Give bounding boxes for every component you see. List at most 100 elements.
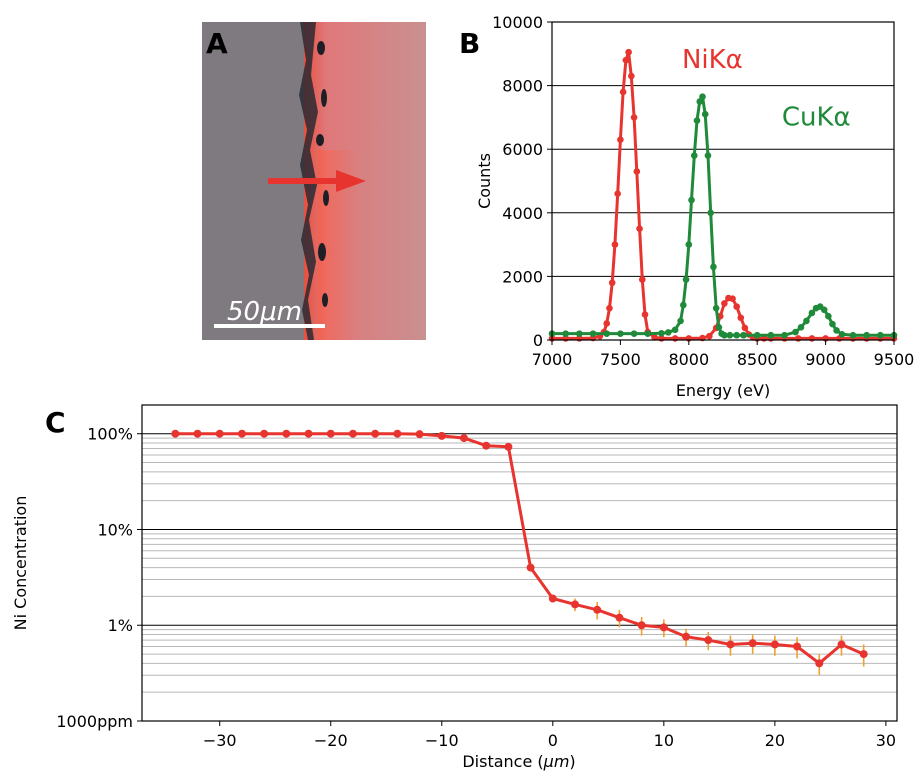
panel-c-x-tick-label: −10 bbox=[425, 731, 459, 750]
panel-c-point bbox=[770, 640, 779, 649]
panel-b-point-ni bbox=[603, 320, 611, 327]
panel-b-point-ni bbox=[641, 311, 649, 318]
panel-b-series-line-ni bbox=[552, 50, 894, 340]
panel-c-x-tick-label: 20 bbox=[765, 731, 785, 750]
panel-b-point-cu bbox=[726, 331, 734, 339]
panel-c-y-tick-label: 100% bbox=[87, 425, 133, 444]
panel-c-point bbox=[415, 430, 424, 439]
panel-b-y-tick-label: 4000 bbox=[502, 204, 543, 223]
panel-b-point-cu bbox=[808, 309, 816, 317]
panel-b-point-ni bbox=[636, 225, 643, 232]
panel-c-x-tick-label: 10 bbox=[654, 731, 674, 750]
panel-c-point bbox=[682, 632, 691, 641]
panel-b-point-cu bbox=[693, 117, 701, 124]
panel-c-point bbox=[726, 640, 735, 649]
panel-b-point-ni bbox=[625, 48, 632, 56]
panel-b-point-ni bbox=[741, 324, 749, 332]
panel-b-point-cu bbox=[696, 98, 704, 105]
panel-b-point-cu bbox=[685, 241, 693, 248]
panel-b-point-cu bbox=[803, 317, 810, 325]
panel-b-point-cu bbox=[740, 331, 747, 339]
panel-a: A 50μm bbox=[202, 22, 426, 340]
panel-b-letter: B bbox=[459, 27, 480, 60]
panel-b-plot-frame bbox=[551, 21, 895, 341]
panel-b-x-tick-label: 8500 bbox=[737, 350, 778, 369]
panel-c-point bbox=[793, 642, 802, 651]
panel-c-y-axis-label: Ni Concentration bbox=[11, 496, 30, 631]
panel-b-point-cu bbox=[715, 323, 723, 331]
panel-c-ticks: 1000ppm 1% 10% 100% −30 −20 −10 0 10 20 30 bbox=[56, 425, 896, 750]
panel-c-point bbox=[482, 441, 491, 450]
panel-b-point-cu bbox=[576, 330, 583, 337]
panel-c-point bbox=[237, 429, 246, 438]
panel-c-point bbox=[637, 621, 646, 630]
panel-b-point-cu bbox=[562, 330, 569, 337]
panel-b-y-tick-label: 0 bbox=[533, 331, 543, 350]
panel-c-point bbox=[593, 605, 602, 614]
panel-b-point-cu bbox=[792, 328, 799, 336]
scale-bar-label: 50μm bbox=[227, 297, 302, 327]
panel-b-point-cu bbox=[710, 263, 717, 271]
panel-b-point-cu bbox=[733, 331, 740, 339]
panel-b-point-cu bbox=[753, 331, 761, 339]
panel-b-series-line-cu bbox=[552, 95, 894, 337]
panel-b-point-ni bbox=[619, 88, 627, 96]
panel-b-point-ni bbox=[733, 303, 740, 310]
panel-b-point-ni bbox=[808, 335, 816, 342]
panel-b-y-tick-label: 6000 bbox=[502, 140, 543, 159]
panel-c-point bbox=[659, 623, 668, 632]
panel-c-x-tick-label: −30 bbox=[203, 731, 237, 750]
panel-b-point-ni bbox=[606, 304, 613, 312]
panel-b-y-tick-label: 8000 bbox=[502, 77, 543, 96]
panel-c-point bbox=[837, 640, 846, 649]
panel-b-point-ni bbox=[638, 276, 646, 283]
panel-b-point-cu bbox=[863, 331, 870, 339]
panel-c-point bbox=[459, 434, 468, 443]
panel-b-point-cu bbox=[833, 327, 840, 334]
panel-b-point-cu bbox=[617, 330, 624, 337]
panel-c: C 1000ppm 1% 10% 100% −30 −20 −10 0 10 20 30 Dista… bbox=[11, 404, 898, 771]
panel-b-x-axis-label: Energy (eV) bbox=[676, 381, 770, 400]
panel-c-point bbox=[504, 442, 513, 451]
panel-c-point bbox=[748, 639, 757, 648]
panel-b-point-ni bbox=[737, 314, 745, 322]
panel-b-point-cu bbox=[797, 323, 805, 331]
panel-b-point-ni bbox=[794, 335, 802, 342]
panel-b-point-cu bbox=[825, 312, 832, 320]
panel-c-point bbox=[171, 429, 180, 438]
panel-b-point-ni bbox=[721, 300, 728, 307]
panel-b-point-cu bbox=[644, 330, 652, 337]
panel-b-point-cu bbox=[630, 330, 638, 337]
panel-b-point-cu bbox=[680, 301, 687, 309]
panel-b-point-ni bbox=[608, 279, 616, 287]
panel-b-point-ni bbox=[622, 56, 630, 64]
panel-b-point-ni bbox=[671, 335, 679, 342]
panel-c-point bbox=[326, 429, 335, 438]
panel-c-point bbox=[193, 429, 202, 438]
panel-c-x-tick-label: −20 bbox=[314, 731, 348, 750]
panel-b-x-tick-label: 7500 bbox=[600, 350, 641, 369]
panel-b-x-tick-label: 9500 bbox=[874, 350, 915, 369]
panel-c-y-tick-label: 10% bbox=[97, 520, 133, 539]
panel-b-point-cu bbox=[589, 330, 597, 337]
panel-b-point-ni bbox=[611, 241, 619, 248]
panel-b-point-cu bbox=[721, 331, 728, 339]
panel-c-point bbox=[282, 429, 291, 438]
panel-b-point-cu bbox=[699, 93, 706, 101]
panel-c-point bbox=[859, 650, 868, 659]
panel-b-point-cu bbox=[767, 331, 775, 339]
panel-c-x-axis-label: Distance (μm) bbox=[462, 752, 575, 771]
panel-b-point-ni bbox=[614, 190, 621, 198]
panel-b-x-tick-label: 8000 bbox=[668, 350, 709, 369]
panel-c-series bbox=[171, 429, 868, 668]
panel-c-point bbox=[348, 429, 357, 438]
panel-b-y-axis-label: Counts bbox=[475, 153, 494, 209]
panel-b-point-ni bbox=[630, 114, 638, 121]
panel-b-point-cu bbox=[603, 330, 611, 337]
panel-c-y-tick-label: 1000ppm bbox=[56, 712, 133, 731]
panel-b-ticks: 0 2000 4000 6000 8000 10000 7000 7500 8000 8500 90… bbox=[492, 13, 914, 369]
panel-c-point bbox=[371, 429, 380, 438]
panel-b-annotations: NiKα CuKα bbox=[682, 45, 851, 132]
panel-c-point bbox=[437, 431, 446, 440]
